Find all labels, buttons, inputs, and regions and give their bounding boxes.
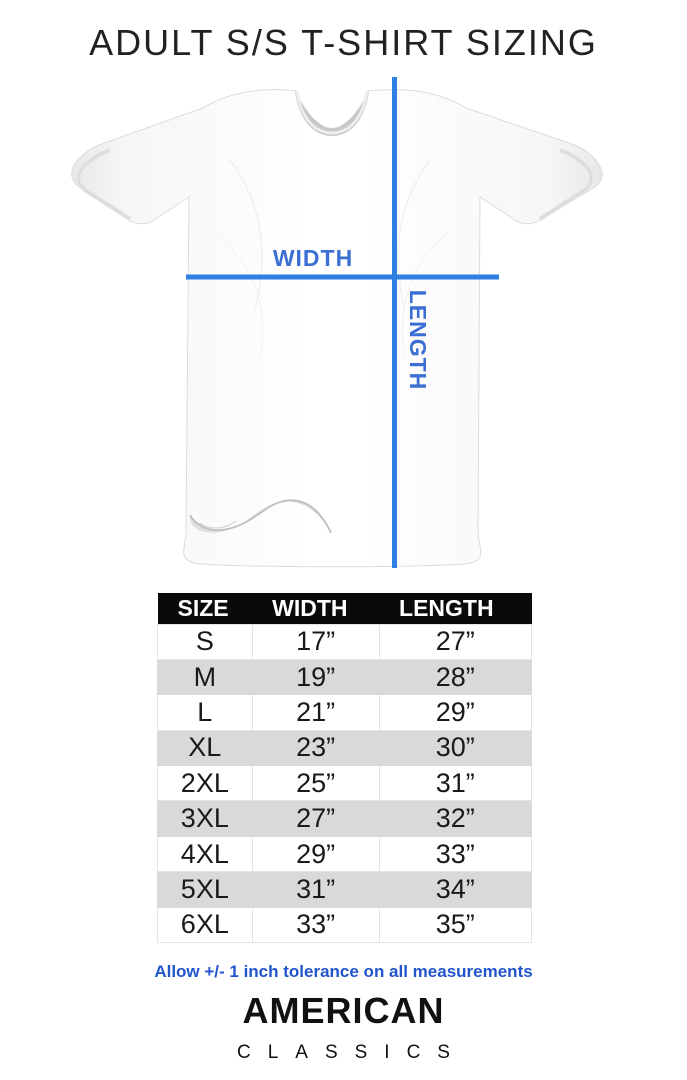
svg-text:WIDTH: WIDTH bbox=[273, 245, 353, 271]
svg-text:LENGTH: LENGTH bbox=[405, 290, 431, 391]
